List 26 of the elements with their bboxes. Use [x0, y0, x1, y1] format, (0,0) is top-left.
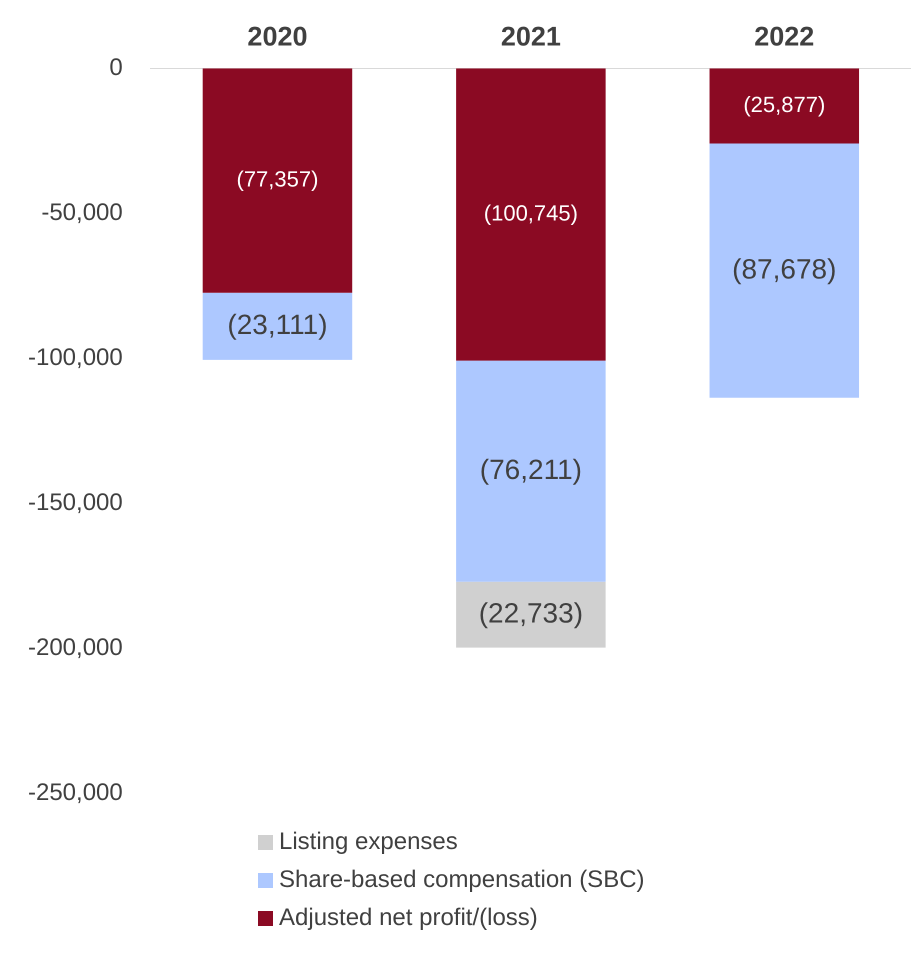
x-tick-label: 2021 [500, 22, 561, 52]
legend-label: Adjusted net profit/(loss) [279, 904, 538, 932]
x-tick-label: 2020 [247, 22, 308, 52]
y-tick-label: -250,000 [28, 779, 123, 806]
data-label: (25,877) [743, 92, 826, 117]
bar [710, 143, 860, 398]
data-label: (87,678) [732, 253, 836, 284]
data-label: (76,211) [480, 454, 582, 485]
data-label: (23,111) [227, 309, 328, 340]
y-tick-label: -100,000 [28, 344, 123, 372]
y-tick-label: -50,000 [41, 199, 123, 226]
y-tick-label: 0 [109, 54, 123, 82]
data-label: (77,357) [236, 166, 318, 192]
bar [202, 68, 352, 293]
bar [456, 68, 606, 361]
y-tick-label: -200,000 [28, 634, 123, 662]
data-label: (22,733) [478, 597, 584, 628]
bar [710, 68, 860, 144]
legend-label: Listing expenses [279, 828, 458, 856]
x-tick-label: 2022 [754, 22, 814, 52]
bar [456, 360, 606, 582]
bar [456, 582, 606, 648]
bar [202, 292, 352, 360]
y-tick-label: -150,000 [28, 489, 123, 516]
legend-label: Share-based compensation (SBC) [279, 866, 645, 894]
data-label: (100,745) [484, 200, 578, 226]
